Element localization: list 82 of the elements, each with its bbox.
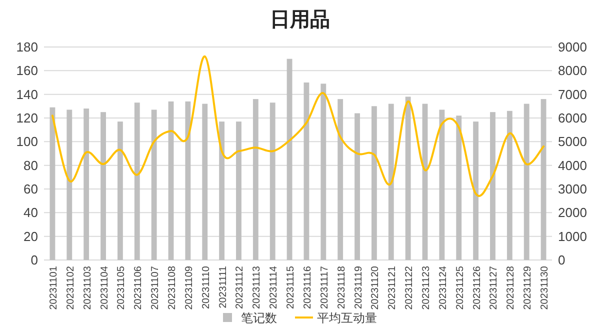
bar — [219, 122, 225, 260]
x-tick-label: 20231127 — [488, 266, 500, 310]
bar — [473, 122, 479, 260]
y-tick-label: 40 — [24, 205, 38, 220]
y2-tick-label: 8000 — [558, 63, 587, 78]
chart-title: 日用品 — [270, 9, 330, 31]
y2-tick-label: 4000 — [558, 158, 587, 173]
bar — [100, 112, 106, 260]
y2-tick-label: 7000 — [558, 86, 587, 102]
bar — [151, 110, 157, 260]
bar — [66, 110, 72, 260]
bar — [168, 101, 174, 260]
x-tick-label: 20231124 — [438, 266, 449, 310]
bar — [286, 58, 292, 260]
bar — [236, 122, 242, 260]
bar — [117, 122, 123, 260]
x-tick-label: 20231109 — [184, 266, 195, 310]
bar — [270, 102, 276, 260]
y-tick-label: 100 — [16, 134, 38, 150]
bar — [371, 106, 377, 260]
x-tick-label: 20231105 — [116, 266, 128, 310]
y2-tick-label: 1000 — [558, 228, 587, 244]
y2-tick-label: 2000 — [558, 205, 587, 220]
y-tick-label: 80 — [24, 158, 38, 173]
bar — [439, 110, 445, 260]
x-tick-label: 20231117 — [319, 266, 330, 310]
x-tick-label: 20231128 — [506, 266, 517, 310]
y-tick-label: 120 — [16, 110, 38, 126]
y2-tick-label: 6000 — [558, 110, 587, 126]
x-tick-label: 20231103 — [82, 266, 94, 310]
y-tick-label: 140 — [16, 86, 38, 102]
bar — [338, 99, 344, 260]
bar — [84, 108, 90, 260]
x-tick-label: 20231125 — [454, 266, 466, 310]
bar — [490, 112, 496, 260]
bar — [252, 99, 258, 260]
x-tick-label: 20231107 — [150, 266, 162, 310]
x-tick-label: 20231108 — [167, 266, 178, 310]
y2-tick-label: 9000 — [558, 40, 587, 54]
y-tick-label: 20 — [24, 228, 38, 244]
x-tick-label: 20231119 — [353, 266, 364, 310]
x-tick-label: 20231121 — [387, 266, 398, 310]
bar — [405, 96, 411, 260]
x-tick-label: 20231129 — [522, 266, 534, 310]
x-tick-label: 20231114 — [268, 266, 280, 310]
x-tick-label: 20231110 — [200, 266, 212, 310]
bar — [354, 113, 360, 260]
bar — [540, 99, 546, 260]
x-tick-label: 20231123 — [421, 266, 432, 310]
bar — [524, 104, 530, 260]
x-tick-label: 20231115 — [286, 266, 297, 310]
bar — [422, 104, 428, 260]
bar — [388, 104, 394, 260]
legend-label: 笔记数 — [241, 311, 277, 325]
x-tick-label: 20231104 — [99, 266, 110, 310]
x-tick-label: 20231116 — [302, 266, 314, 310]
legend-label: 平均互动量 — [317, 311, 377, 325]
bar — [202, 104, 208, 260]
x-tick-label: 20231120 — [370, 266, 382, 310]
x-tick-label: 20231112 — [234, 266, 246, 310]
x-tick-label: 20231113 — [252, 266, 263, 310]
y-tick-label: 180 — [16, 40, 38, 54]
y2-tick-label: 3000 — [558, 182, 587, 196]
bar — [456, 116, 462, 260]
x-tick-label: 20231122 — [404, 266, 416, 310]
y-tick-label: 60 — [24, 182, 38, 196]
x-tick-label: 20231111 — [218, 266, 229, 308]
y-tick-label: 0 — [30, 252, 38, 268]
bar — [506, 110, 512, 260]
x-tick-label: 20231101 — [48, 266, 60, 310]
y2-tick-label: 5000 — [558, 134, 587, 150]
x-tick-label: 20231102 — [65, 266, 76, 310]
bar — [185, 101, 191, 260]
bar — [320, 84, 326, 260]
x-tick-label: 20231118 — [336, 266, 348, 310]
bar — [134, 102, 140, 260]
x-tick-label: 20231106 — [133, 266, 144, 310]
bar — [304, 82, 310, 260]
y-tick-label: 160 — [16, 63, 38, 78]
x-tick-label: 20231126 — [472, 266, 483, 310]
x-tick-label: 20231130 — [540, 266, 551, 310]
y2-tick-label: 0 — [558, 252, 566, 268]
